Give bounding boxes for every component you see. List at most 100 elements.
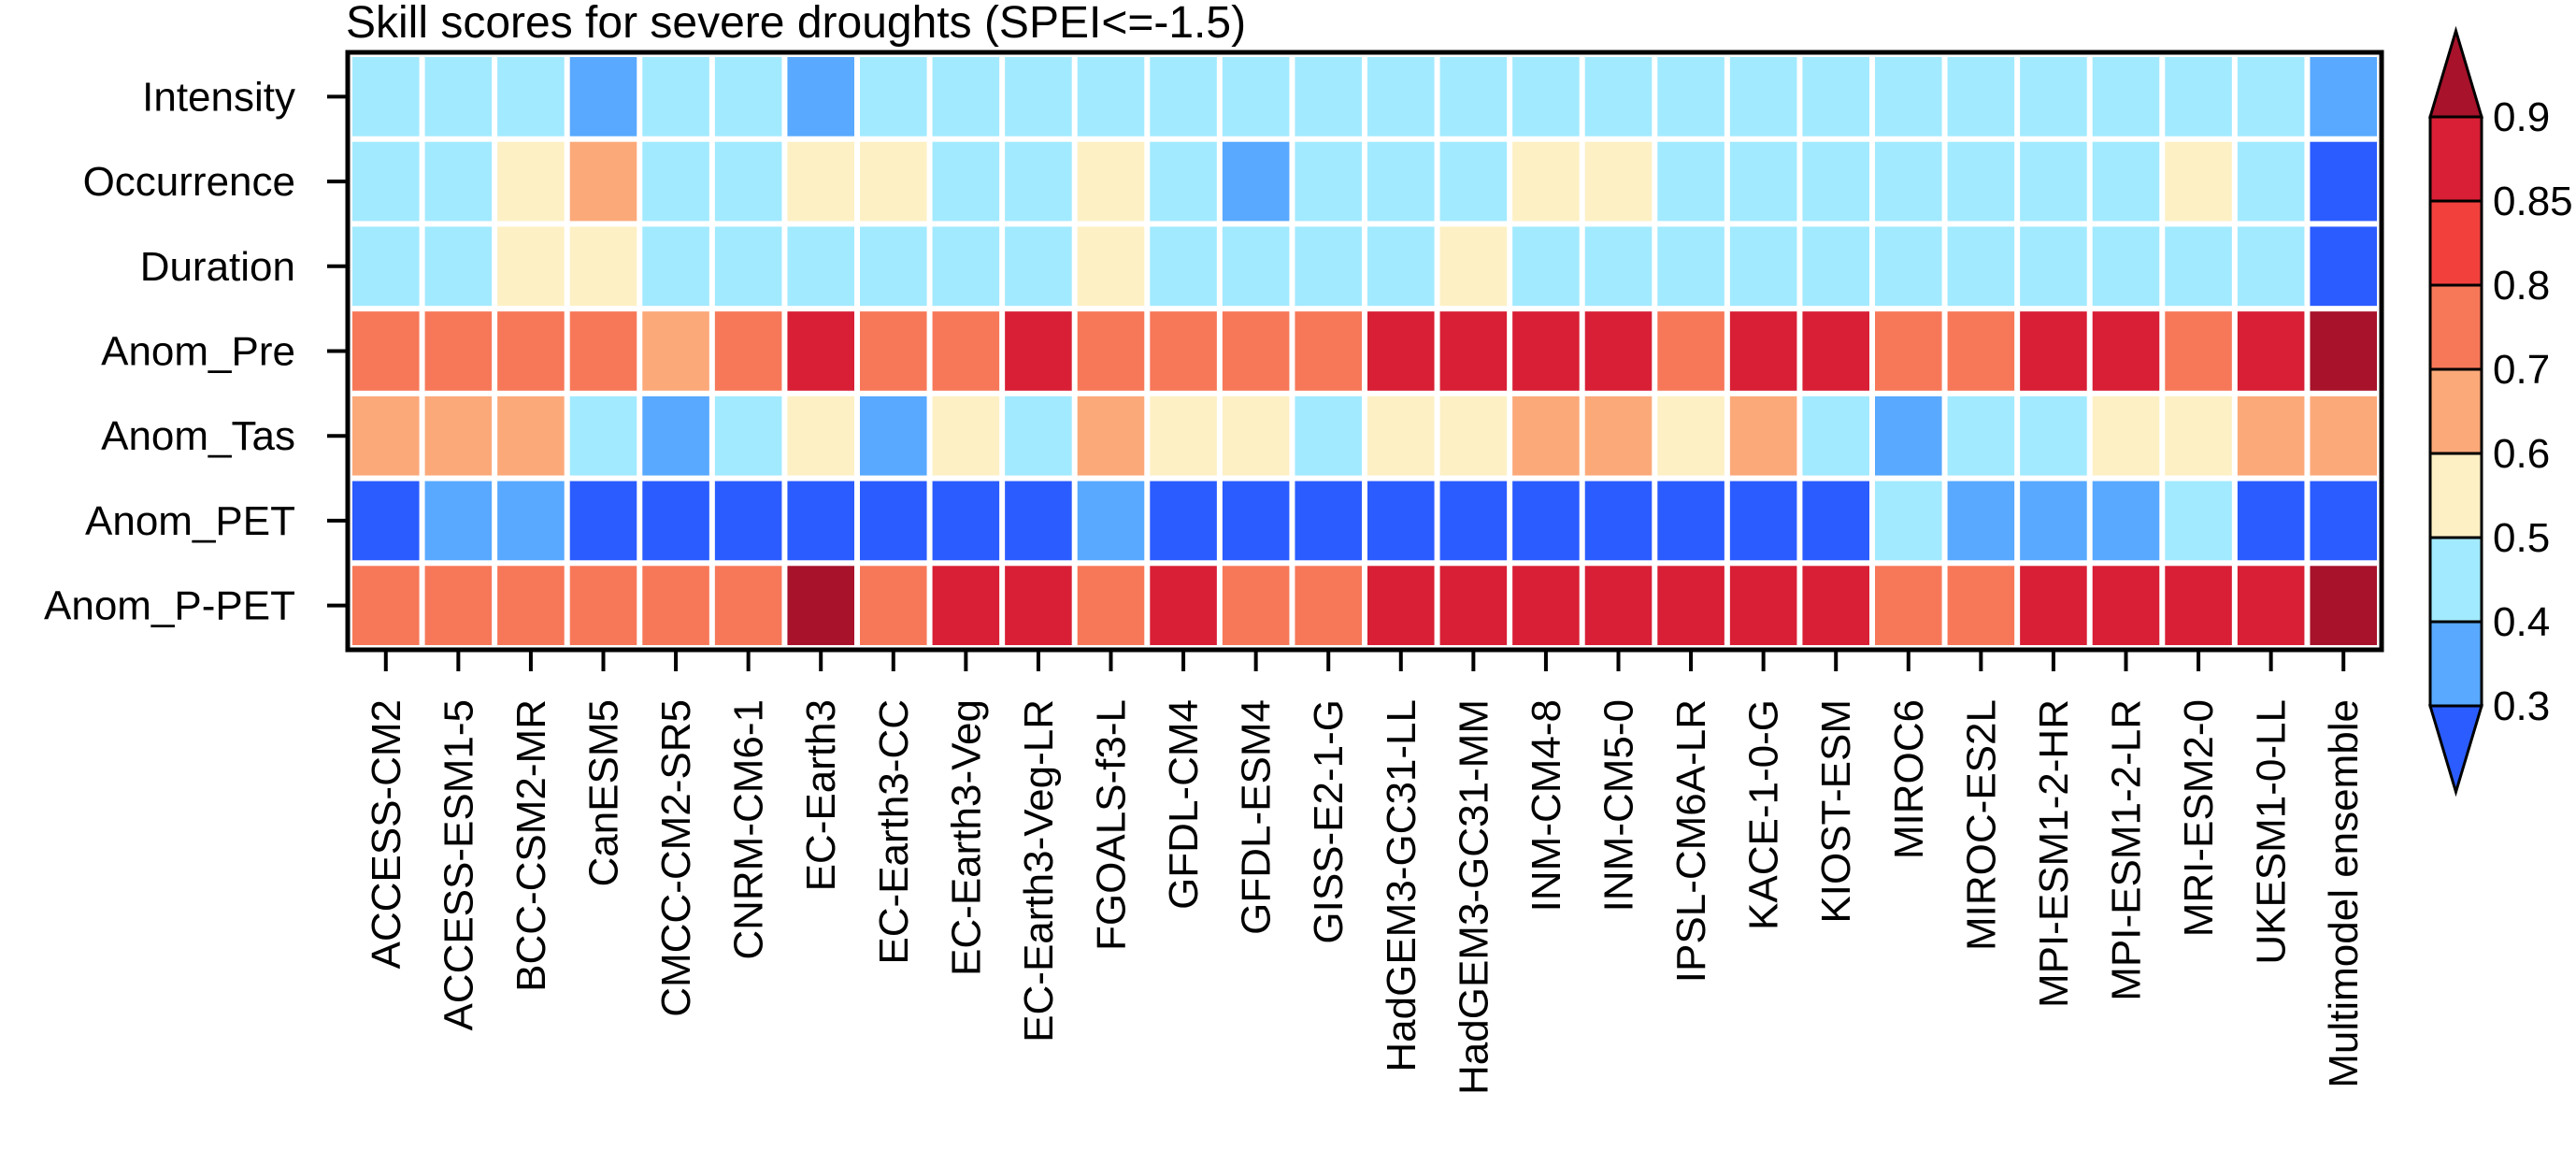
heatmap-cell [1802, 481, 1869, 561]
heatmap-cell [1584, 395, 1653, 476]
heatmap-cell [787, 311, 854, 391]
heatmap-cell [1367, 141, 1435, 222]
column-label: INM-CM4-8 [1524, 699, 1569, 912]
heatmap-cell [1584, 57, 1653, 137]
heatmap-cell [1729, 311, 1797, 391]
colorbar-segment [2428, 367, 2483, 455]
heatmap-cell [2237, 141, 2305, 222]
heatmap-cell [497, 226, 565, 307]
heatmap-cell [1077, 566, 1145, 645]
heatmap-cell [569, 57, 637, 137]
heatmap-cell [1512, 566, 1580, 645]
heatmap-cell [860, 311, 927, 391]
heatmap-cell [860, 226, 927, 307]
heatmap-cell [2310, 141, 2377, 222]
heatmap-cell [787, 57, 854, 137]
row-label: Anom_PET [85, 498, 295, 544]
colorbar-label: 0.6 [2493, 431, 2550, 477]
colorbar-segment [2428, 199, 2483, 287]
heatmap-cell [1875, 57, 1942, 137]
heatmap-cell [2092, 141, 2160, 222]
column-label: MIROC-ES2L [1958, 699, 2004, 951]
heatmap-cell [1439, 395, 1508, 476]
heatmap-cell [1802, 566, 1869, 645]
heatmap-cell [424, 57, 493, 137]
heatmap-cell [787, 566, 854, 645]
heatmap-cell [714, 141, 782, 222]
heatmap-cell [932, 395, 1000, 476]
column-label: ACCESS-ESM1-5 [436, 699, 481, 1031]
heatmap-cell [714, 566, 782, 645]
heatmap-cell [2165, 566, 2232, 645]
column-label: EC-Earth3-Veg-LR [1016, 699, 1062, 1042]
column-label: HadGEM3-GC31-MM [1451, 699, 1496, 1095]
column-label: KACE-1-0-G [1741, 699, 1787, 930]
heatmap-cell [497, 481, 565, 561]
heatmap-cell [2020, 566, 2087, 645]
heatmap-cell [1439, 226, 1508, 307]
heatmap-cell [1367, 311, 1435, 391]
heatmap-cell [1077, 311, 1145, 391]
heatmap-cell [497, 57, 565, 137]
heatmap-cell [1295, 481, 1362, 561]
row-label: Anom_P-PET [44, 583, 295, 629]
heatmap-cell [1295, 57, 1362, 137]
heatmap-cell [2020, 141, 2087, 222]
heatmap-cell [2165, 395, 2232, 476]
column-label: MIROC6 [1886, 699, 1932, 859]
heatmap-cell [497, 395, 565, 476]
heatmap-cell [1005, 226, 1072, 307]
heatmap-cell [1439, 141, 1508, 222]
heatmap-cell [352, 311, 420, 391]
heatmap-cell [569, 566, 637, 645]
heatmap-cell [1367, 481, 1435, 561]
heatmap-cell [2092, 311, 2160, 391]
heatmap-cell [1875, 566, 1942, 645]
column-label: INM-CM5-0 [1596, 699, 1642, 912]
heatmap-cell [352, 57, 420, 137]
heatmap-cell [1584, 481, 1653, 561]
heatmap-cell [2165, 311, 2232, 391]
heatmap-cell [2092, 226, 2160, 307]
heatmap-cell [424, 481, 493, 561]
column-label: BCC-CSM2-MR [508, 699, 554, 992]
heatmap-cell [860, 395, 927, 476]
column-label: EC-Earth3-Veg [943, 699, 989, 976]
heatmap-cell [932, 311, 1000, 391]
column-label: GISS-E2-1-G [1306, 699, 1352, 944]
heatmap-cell [2165, 141, 2232, 222]
heatmap-cell [1150, 141, 1217, 222]
heatmap-cell [642, 395, 709, 476]
heatmap-cell [860, 566, 927, 645]
heatmap-cells [352, 57, 2377, 645]
heatmap-cell [642, 481, 709, 561]
colorbar-segment [2428, 283, 2483, 371]
colorbar-extend-low [2427, 704, 2484, 798]
heatmap-cell [2092, 566, 2160, 645]
column-label: CNRM-CM6-1 [726, 699, 772, 960]
heatmap-cell [1150, 311, 1217, 391]
heatmap-cell [1367, 226, 1435, 307]
heatmap-cell [787, 226, 854, 307]
heatmap-cell [1657, 566, 1724, 645]
heatmap-cell [714, 57, 782, 137]
heatmap-cell [1077, 481, 1145, 561]
heatmap-cell [1657, 481, 1724, 561]
row-label: Anom_Tas [101, 413, 295, 459]
heatmap-cell [2237, 481, 2305, 561]
heatmap-cell [352, 226, 420, 307]
column-label: UKESM1-0-LL [2249, 699, 2295, 965]
heatmap-cell [932, 566, 1000, 645]
heatmap-cell [1802, 57, 1869, 137]
heatmap-cell [1729, 141, 1797, 222]
colorbar-label: 0.9 [2493, 94, 2550, 140]
heatmap-cell [1584, 226, 1653, 307]
heatmap-cell [1367, 395, 1435, 476]
colorbar: 0.3 0.4 0.5 0.6 0.7 0.8 0.85 0.9 [2427, 25, 2573, 798]
heatmap-cell [1222, 226, 1290, 307]
heatmap-cell [1584, 141, 1653, 222]
heatmap-cell [1584, 566, 1653, 645]
colorbar-label: 0.85 [2493, 179, 2573, 224]
row-labels: Intensity Occurrence Duration Anom_Pre Anom_… [44, 74, 348, 629]
